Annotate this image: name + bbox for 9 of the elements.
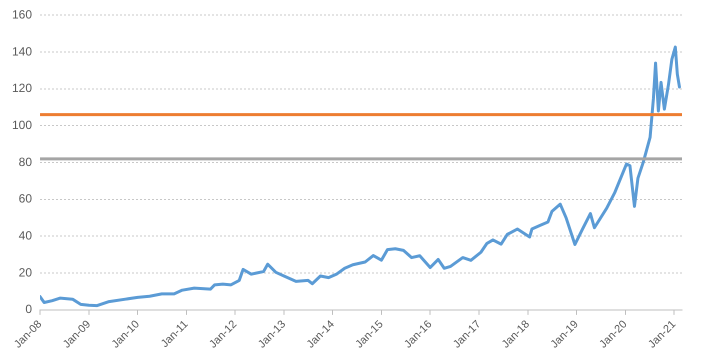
y-tick-label: 120	[12, 81, 32, 96]
y-tick-label: 80	[18, 154, 32, 169]
y-tick-label: 100	[12, 118, 32, 132]
y-tick-label: 60	[18, 192, 32, 206]
y-tick-label: 40	[18, 228, 32, 243]
y-tick-label: 20	[18, 265, 32, 280]
y-tick-label: 160	[12, 8, 32, 22]
y-tick-label: 140	[12, 44, 32, 58]
y-tick-label: 0	[25, 302, 32, 316]
